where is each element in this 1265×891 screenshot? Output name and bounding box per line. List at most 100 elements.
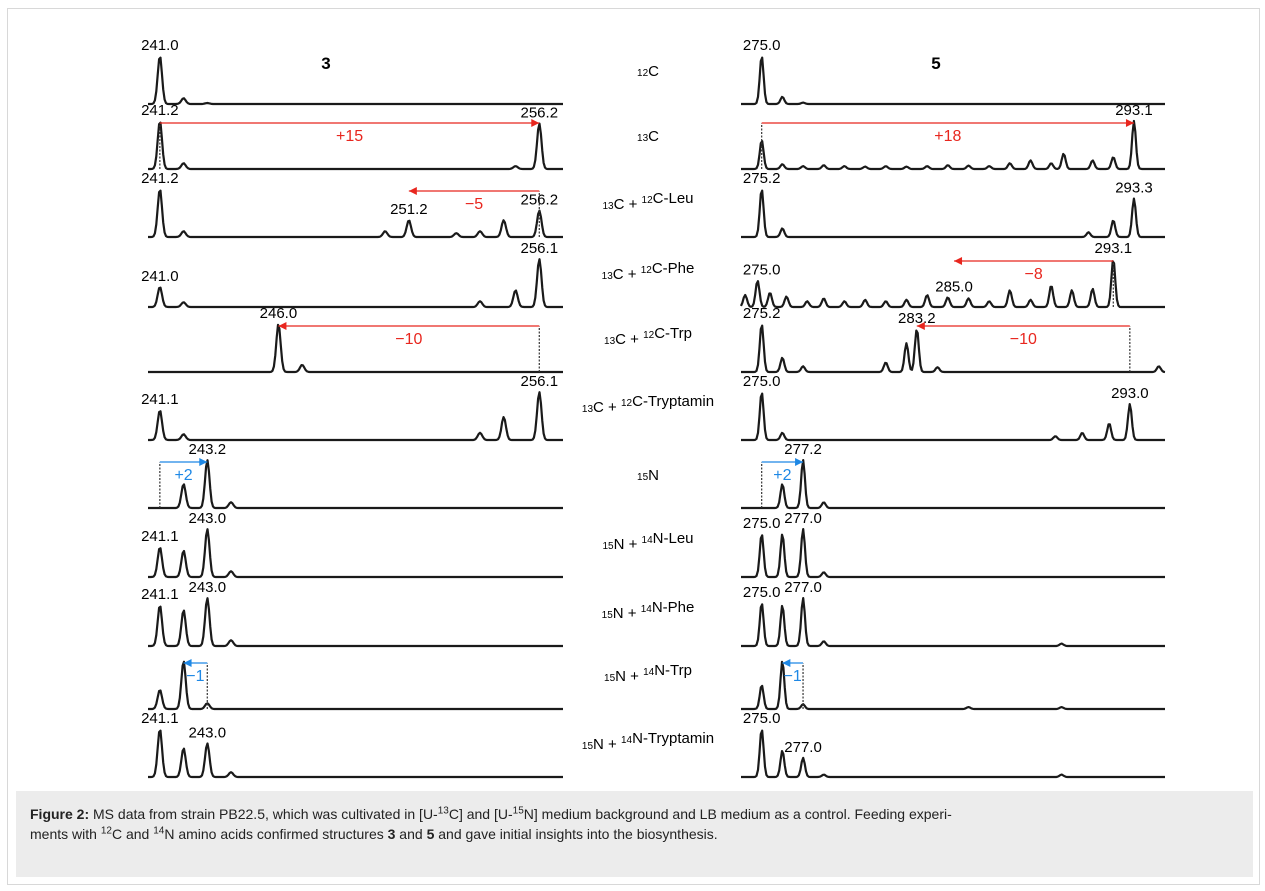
spectrum-trace [741,189,1165,239]
shift-label: +15 [336,128,363,145]
spectrum-trace [741,324,1166,374]
peak-label: 243.0 [189,724,227,741]
caption-text-1: MS data from strain PB22.5, which was cu… [89,806,438,822]
caption-bold-3: 3 [387,826,396,842]
peak-label: 275.2 [743,170,781,187]
peak-label: 241.0 [141,37,179,54]
condition-label: 15N + 14N-Phe [602,599,695,622]
arrow-head [199,458,208,466]
caption-text-3: N] medium background and LB medium as a … [523,806,952,822]
caption-sup-1: 13 [437,805,449,817]
caption-text-8: and gave initial insights into the biosy… [434,826,718,842]
spectrum-trace [148,660,563,711]
peak-label: 243.2 [189,441,227,458]
condition-label: 15N [637,467,659,484]
peak-label: 241.0 [141,268,179,285]
peak-label: 277.0 [784,739,822,756]
spectrum-trace [148,459,563,510]
peak-label: 275.0 [743,37,781,54]
spectrum-trace [148,391,563,442]
compound-label: 5 [931,54,940,73]
peak-label: 275.0 [743,373,781,390]
spectrum-trace [741,660,1165,711]
peak-label: 275.0 [743,515,781,532]
condition-label: 13C + 12C-Tryptamin [582,393,714,416]
shift-label: −10 [1010,331,1037,348]
condition-label: 15N + 14N-Tryptamin [582,730,714,753]
spectrum-trace [148,729,563,779]
peak-label: 283.2 [898,310,936,327]
spectrum-trace [148,528,563,579]
peak-label: 241.1 [141,710,179,727]
peak-label: 277.0 [784,510,822,527]
peak-label: 243.0 [189,510,227,527]
condition-label: 15N + 14N-Leu [602,530,693,553]
peak-label: 277.2 [784,441,822,458]
peak-label: 275.2 [743,305,781,322]
compound-label: 3 [321,54,330,73]
arrow-head [183,659,192,667]
caption-text-4: ments with [30,826,101,842]
peak-label: 293.0 [1111,385,1149,402]
figure-caption: Figure 2: MS data from strain PB22.5, wh… [16,791,1253,877]
shift-label: −5 [465,196,483,213]
shift-label: −1 [186,668,204,685]
shift-label: +2 [773,467,791,484]
shift-label: +2 [174,467,192,484]
caption-sup-2: 15 [512,805,524,817]
arrow-head [408,187,417,195]
spectrum-trace [148,189,563,239]
peak-label: 277.0 [784,579,822,596]
peak-label: 241.1 [141,586,179,603]
spectrum-trace [741,528,1165,579]
arrow-head [954,257,963,265]
peak-label: 285.0 [935,278,973,295]
caption-sup-4: 14 [153,825,165,837]
arrow-head [916,322,925,330]
condition-label: 15N + 14N-Trp [604,662,692,685]
peak-label: 275.0 [743,710,781,727]
spectrum-trace [148,258,563,309]
peak-label: 293.1 [1095,240,1133,257]
caption-text-6: N amino acids confirmed structures [164,826,388,842]
spectrum-trace [741,56,1165,106]
condition-label: 13C + 12C-Leu [602,190,693,213]
caption-bold-5: 5 [426,826,435,842]
spectrum-trace [148,323,563,374]
shift-label: −10 [395,331,422,348]
caption-text-7: and [395,826,427,842]
peak-label: 275.0 [743,584,781,601]
shift-label: −1 [784,668,802,685]
peak-label: 256.1 [521,373,559,390]
spectrum-trace [741,597,1165,648]
peak-label: 293.3 [1115,180,1153,197]
arrow-head [531,119,540,127]
peak-label: 293.1 [1115,102,1153,119]
peak-label: 246.0 [260,305,298,322]
peak-label: 275.0 [743,262,781,279]
condition-label: 12C [637,63,659,80]
peak-label: 251.2 [390,201,428,218]
shift-label: −8 [1025,266,1043,283]
figure-frame: 241.0 241.2 256.2 +15 241.2 251.2 256.2 −5 241.0… [7,8,1260,885]
caption-label: Figure 2: [30,806,90,822]
condition-label: 13C + 12C-Phe [602,260,695,283]
spectrum-trace [739,260,1165,309]
spectrum-trace [741,392,1165,442]
arrow-head [782,659,791,667]
shift-label: +18 [934,128,961,145]
peak-label: 241.1 [141,528,179,545]
peak-label: 243.0 [189,579,227,596]
spectrum-trace [148,121,563,171]
caption-sup-3: 12 [100,825,112,837]
peak-label: 256.1 [521,240,559,257]
spectrum-trace [741,119,1165,171]
arrow-head [278,322,287,330]
condition-label: 13C [637,128,659,145]
caption-text-5: C and [111,826,154,842]
arrow-head [795,458,804,466]
peak-label: 256.2 [521,104,559,121]
peak-label: 241.2 [141,102,179,119]
peak-label: 241.1 [141,391,179,408]
